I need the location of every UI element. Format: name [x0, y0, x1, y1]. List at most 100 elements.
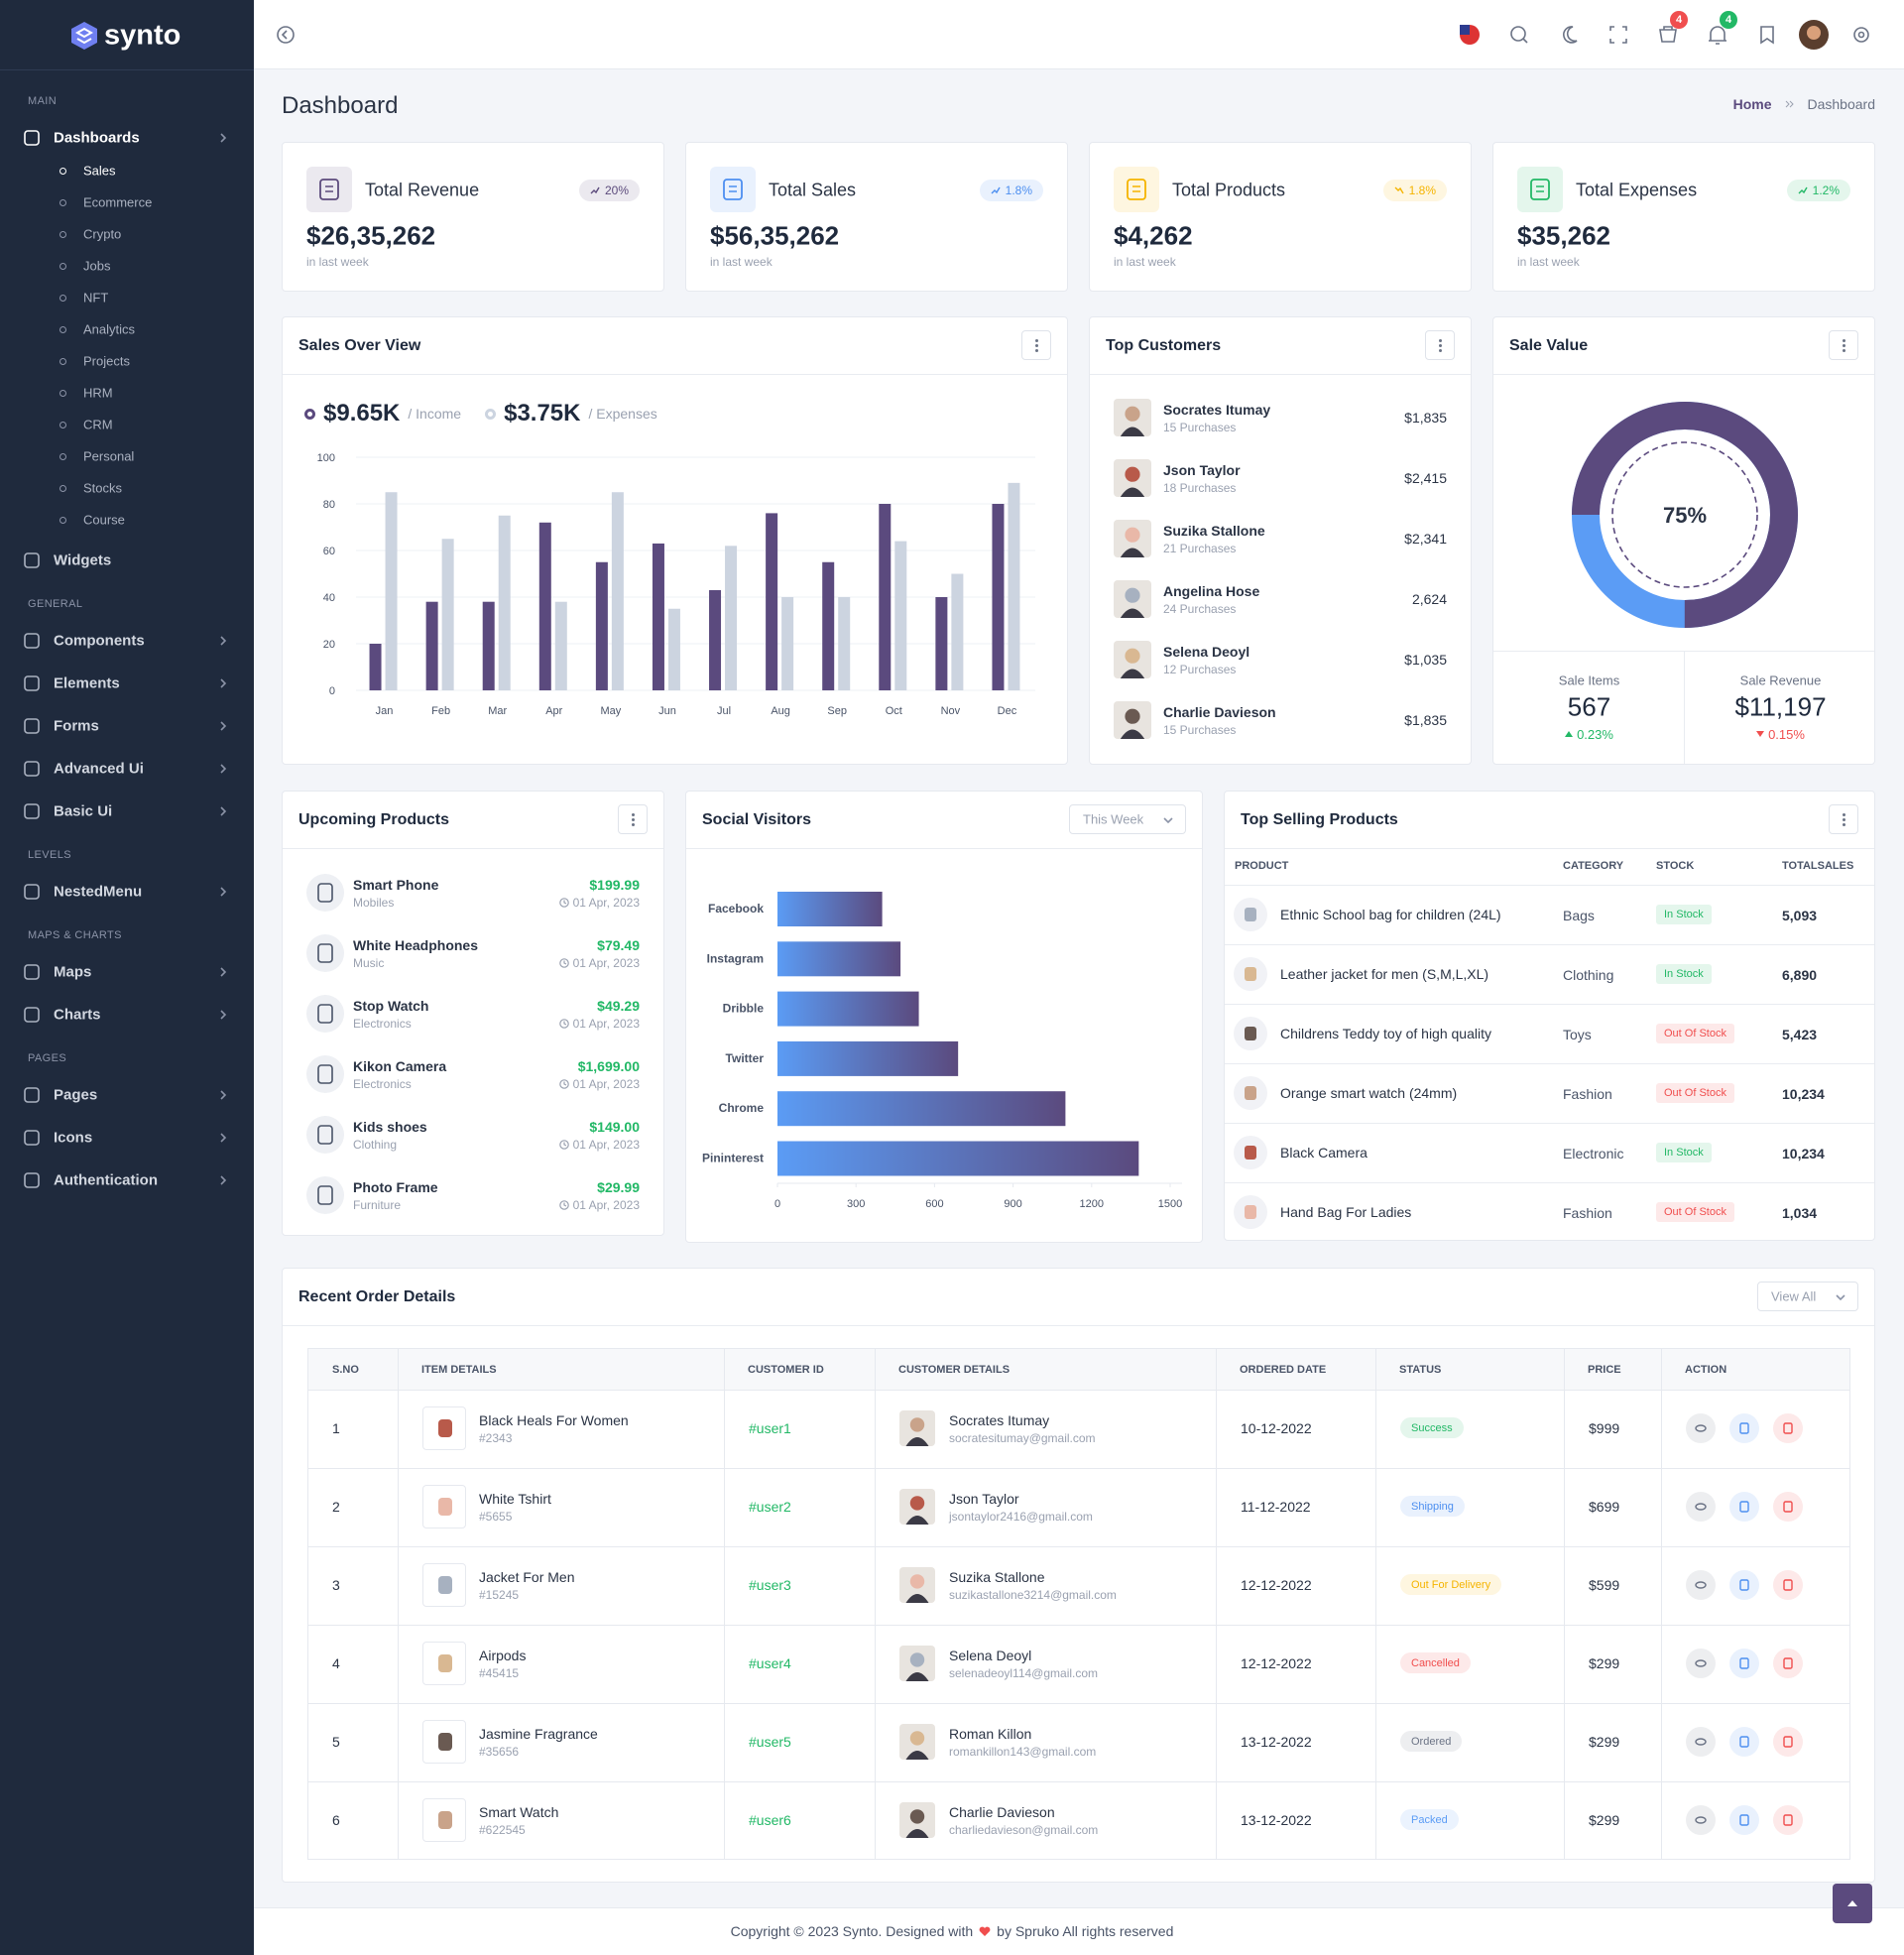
menu-icon-shape: [24, 1007, 40, 1023]
edit-button[interactable]: [1729, 1649, 1759, 1678]
scroll-top-button[interactable]: [1833, 1884, 1872, 1923]
delete-button[interactable]: [1773, 1727, 1803, 1757]
donut-label: 75%: [1663, 503, 1707, 528]
header-divider: [686, 848, 1202, 849]
menu-item[interactable]: Charts: [54, 1006, 101, 1024]
header-divider: [283, 1325, 1874, 1326]
sidebar: synto MAIN Dashboards Sales Ecommerce Crypto J…: [0, 0, 254, 1955]
menu-item[interactable]: Advanced Ui: [54, 760, 144, 778]
submenu-item[interactable]: Jobs: [83, 258, 111, 274]
bar: [766, 513, 778, 690]
submenu-item[interactable]: Sales: [83, 163, 116, 179]
avatar-head: [909, 1652, 925, 1667]
avatar: [899, 1724, 935, 1760]
edit-button[interactable]: [1729, 1413, 1759, 1443]
menu-button[interactable]: [1021, 330, 1051, 360]
submenu-item[interactable]: Course: [83, 512, 125, 528]
edit-button[interactable]: [1729, 1805, 1759, 1835]
product-name: Kids shoes: [353, 1119, 427, 1135]
submenu-item[interactable]: Ecommerce: [83, 194, 153, 210]
delete-button[interactable]: [1773, 1805, 1803, 1835]
breadcrumb-item[interactable]: Home: [1732, 96, 1772, 112]
avatar-body: [1120, 487, 1145, 497]
product-icon: [306, 995, 344, 1033]
submenu-item[interactable]: HRM: [83, 385, 113, 401]
clock-face: [558, 1079, 569, 1089]
submenu-item[interactable]: Analytics: [83, 321, 136, 337]
delete-button[interactable]: [1773, 1413, 1803, 1443]
submenu-bullet: [60, 485, 66, 492]
view-all-button[interactable]: View All: [1757, 1282, 1858, 1311]
product-thumb: [1234, 1195, 1267, 1229]
view-button[interactable]: [1686, 1570, 1716, 1600]
header-divider: [283, 848, 663, 849]
view-button[interactable]: [1686, 1492, 1716, 1522]
status-label: Ordered: [1411, 1735, 1452, 1748]
menu-item[interactable]: NestedMenu: [54, 883, 143, 901]
stock-badge: In Stock: [1656, 905, 1712, 924]
thumb-shape: [1245, 1027, 1256, 1040]
menu-button[interactable]: [1829, 804, 1858, 834]
order-date: 10-12-2022: [1241, 1420, 1312, 1436]
clock-icon: [558, 1019, 569, 1029]
settings-icon: [1853, 27, 1869, 43]
avatar-body: [1120, 729, 1145, 739]
product-date-text: 01 Apr, 2023: [572, 956, 640, 970]
menu-item[interactable]: Basic Ui: [54, 802, 113, 820]
menu-item[interactable]: Forms: [54, 717, 99, 735]
menu-button[interactable]: [618, 804, 648, 834]
summary-change: 0.23%: [1493, 724, 1685, 744]
customer-purchases: 15 Purchases: [1163, 723, 1237, 737]
submenu-item[interactable]: NFT: [83, 290, 109, 305]
view-button[interactable]: [1686, 1413, 1716, 1443]
view-button[interactable]: [1686, 1649, 1716, 1678]
menu-item[interactable]: Icons: [54, 1129, 93, 1147]
edit-button[interactable]: [1729, 1492, 1759, 1522]
menu-icon: [24, 552, 40, 568]
product-date: 01 Apr, 2023: [558, 1016, 640, 1032]
menu-item[interactable]: Dashboards: [54, 129, 140, 147]
menu-item[interactable]: Pages: [54, 1086, 98, 1104]
period-select[interactable]: This Week: [1069, 804, 1186, 834]
customer-email: suzikastallone3214@gmail.com: [949, 1588, 1117, 1602]
edit-button[interactable]: [1729, 1570, 1759, 1600]
delete-button[interactable]: [1773, 1492, 1803, 1522]
chevron: [220, 887, 227, 897]
submenu-item[interactable]: CRM: [83, 417, 113, 432]
product-date-text: 01 Apr, 2023: [572, 896, 640, 910]
product-name: Leather jacket for men (S,M,L,XL): [1280, 966, 1489, 982]
menu-button[interactable]: [1425, 330, 1455, 360]
product-date: 01 Apr, 2023: [558, 1076, 640, 1092]
stat-note: in last week: [306, 255, 369, 269]
product-thumb: [1234, 1136, 1267, 1169]
menu-button[interactable]: [1829, 330, 1858, 360]
product-icon: [306, 1055, 344, 1093]
submenu-item[interactable]: Personal: [83, 448, 135, 464]
submenu-item[interactable]: Crypto: [83, 226, 122, 242]
product-icon: [306, 1176, 344, 1214]
view-button[interactable]: [1686, 1727, 1716, 1757]
column-header: STOCK: [1656, 860, 1695, 872]
menu-item[interactable]: Components: [54, 632, 145, 650]
submenu-item[interactable]: Stocks: [83, 480, 123, 496]
order-price: $599: [1589, 1577, 1620, 1593]
stat-value: $26,35,262: [306, 220, 436, 251]
product-thumb: [1234, 1076, 1267, 1110]
submenu-item[interactable]: Projects: [83, 353, 130, 369]
donut-inner-ring: [1611, 441, 1758, 588]
view-button[interactable]: [1686, 1805, 1716, 1835]
menu-item[interactable]: Widgets: [54, 551, 112, 569]
menu-item[interactable]: Authentication: [54, 1171, 158, 1189]
menu-dot: [632, 818, 635, 821]
sales-chart: 0 20 40 60 80 100 Jan Feb Mar Apr May Jun Jul Aug Sep O…: [317, 452, 1035, 717]
edit-button[interactable]: [1729, 1727, 1759, 1757]
delete-button[interactable]: [1773, 1649, 1803, 1678]
x-tick-label: 600: [925, 1198, 943, 1210]
submenu-bullet: [60, 199, 66, 206]
product-icon-bg: [306, 1176, 344, 1214]
menu-item[interactable]: Elements: [54, 674, 120, 692]
delete-button[interactable]: [1773, 1570, 1803, 1600]
trend-arrow-line: [1798, 186, 1808, 194]
avatar: [1114, 520, 1151, 557]
menu-item[interactable]: Maps: [54, 963, 92, 981]
